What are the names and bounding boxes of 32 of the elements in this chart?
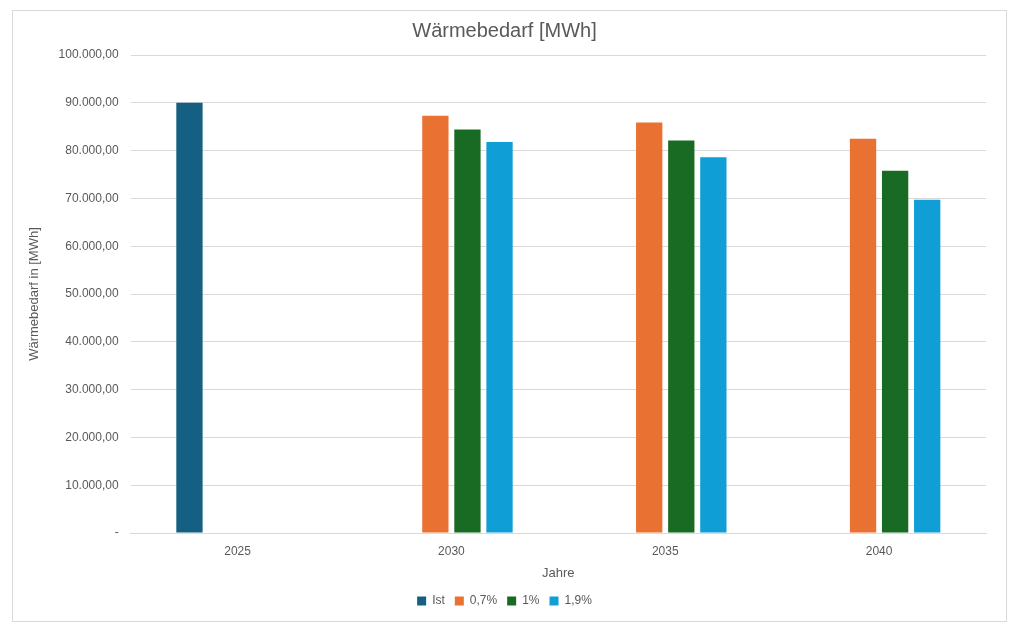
legend-label: 1,9% xyxy=(564,593,593,608)
y-tick-label: 60.000,00 xyxy=(65,238,119,253)
bar xyxy=(700,157,727,533)
y-tick-label: 10.000,00 xyxy=(65,477,119,492)
y-axis-title: Wärmebedarf in [MWh] xyxy=(26,227,42,361)
bar xyxy=(881,170,909,533)
bar xyxy=(636,122,663,533)
bar xyxy=(849,138,877,533)
legend-label: Ist xyxy=(432,593,446,608)
legend-label: 0,7% xyxy=(469,593,498,608)
x-tick-label: 2035 xyxy=(651,543,679,558)
bar xyxy=(486,142,513,533)
bar xyxy=(914,199,941,533)
y-tick-label: 30.000,00 xyxy=(65,381,119,396)
x-tick-label: 2030 xyxy=(438,543,466,558)
bar xyxy=(454,129,481,533)
y-tick-label: 100.000,00 xyxy=(58,47,119,62)
chart-title: Wärmebedarf [MWh] xyxy=(412,18,597,41)
x-axis-title: Jahre xyxy=(542,564,575,580)
x-tick-label: 2040 xyxy=(865,543,893,558)
bar xyxy=(422,115,449,533)
bar xyxy=(668,140,695,533)
x-tick-label: 2025 xyxy=(224,543,252,558)
y-tick-label: - xyxy=(114,525,119,540)
y-tick-label: 80.000,00 xyxy=(65,142,119,157)
y-tick-label: 40.000,00 xyxy=(65,334,119,349)
y-tick-label: 50.000,00 xyxy=(65,286,119,301)
bar xyxy=(176,102,203,533)
legend-label: 1% xyxy=(522,593,540,608)
y-tick-label: 70.000,00 xyxy=(65,190,119,205)
y-tick-label: 20.000,00 xyxy=(65,429,119,444)
y-tick-label: 90.000,00 xyxy=(65,95,119,110)
